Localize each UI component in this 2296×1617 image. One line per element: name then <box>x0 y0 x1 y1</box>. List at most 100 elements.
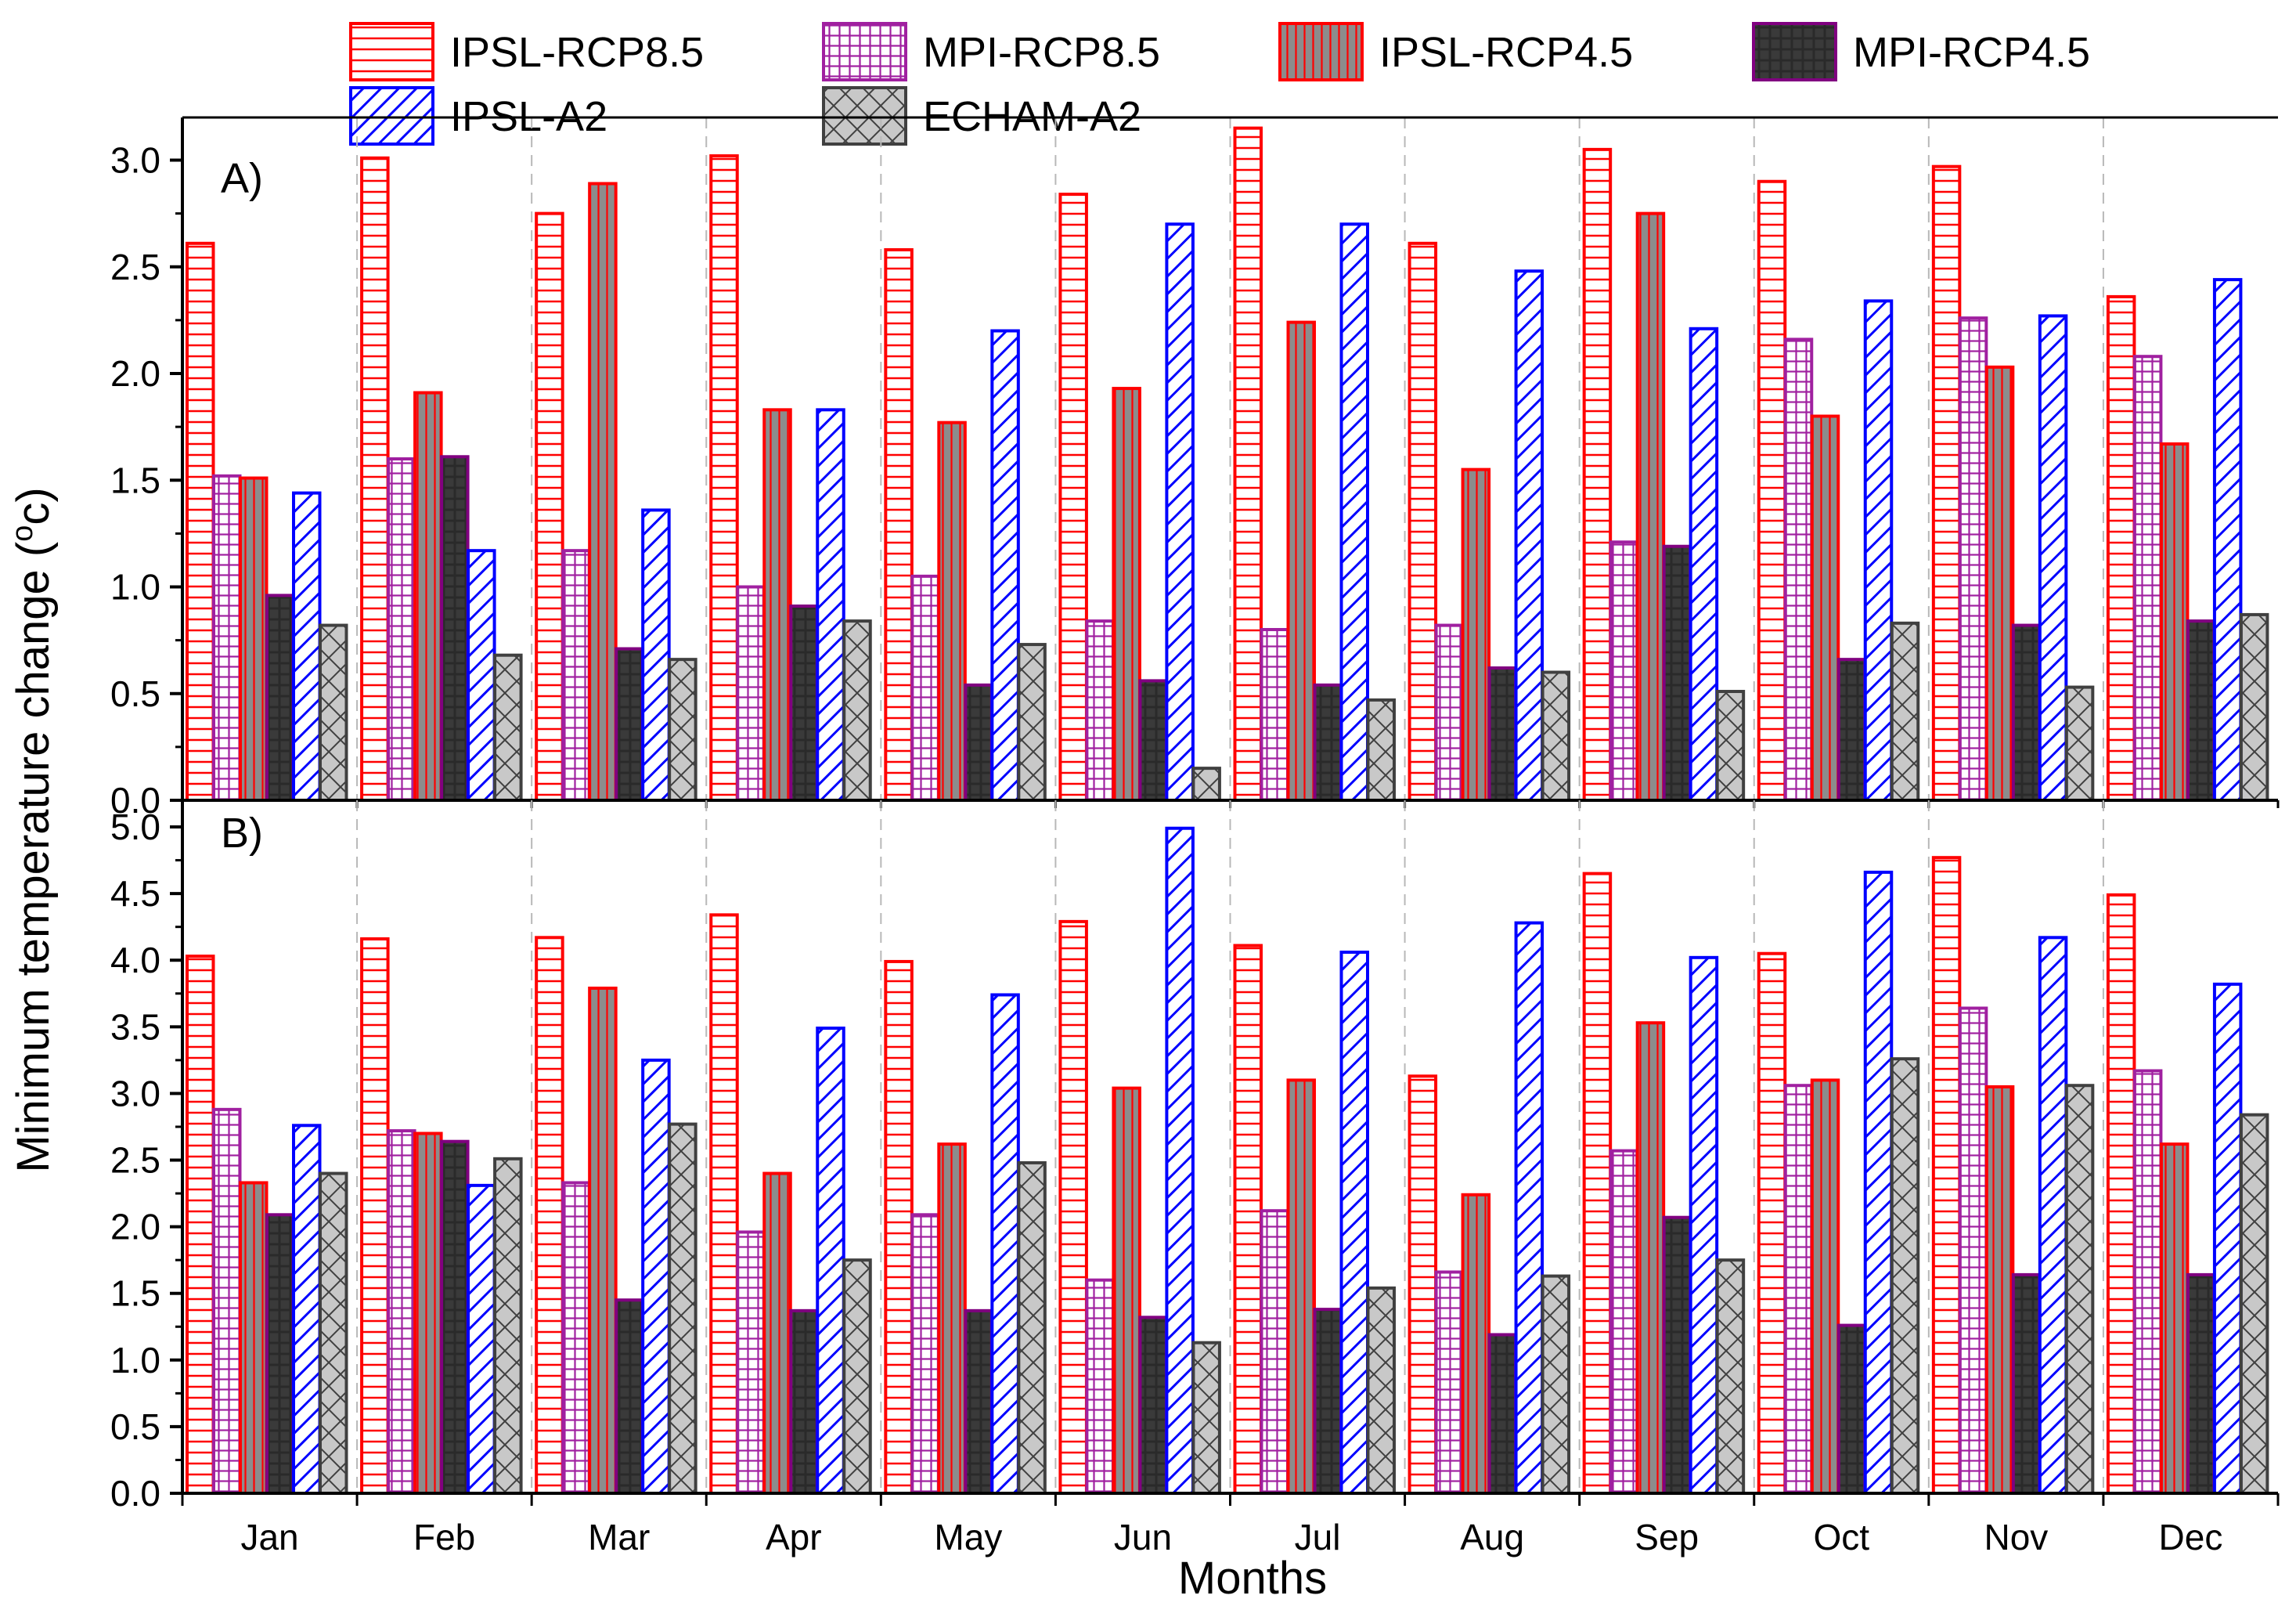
bar-echam-a2-may <box>1017 1160 1047 1496</box>
bar-ipsl-rcp4-5-sep <box>1635 1021 1666 1496</box>
bar-ipsl-rcp4-5-apr <box>762 1171 792 1495</box>
y-tick-label: 1.0 <box>110 1340 160 1381</box>
bar-echam-a2-dec <box>2239 612 2269 802</box>
legend-item-ipsl-rcp4-5: IPSL-RCP4.5 <box>1278 22 1633 81</box>
bar-echam-a2-sep <box>1715 690 1746 803</box>
bar-mpi-rcp4-5-mar <box>615 647 644 803</box>
y-tick-label: 3.5 <box>110 1006 160 1047</box>
y-tick-label: 0.5 <box>110 1406 160 1447</box>
y-axis-title-superscript: o <box>6 525 39 542</box>
bar-ipsl-a2-aug <box>1514 269 1544 802</box>
legend-swatch-mpi-rcp8-5 <box>822 22 907 81</box>
bar-mpi-rcp4-5-feb <box>440 455 470 803</box>
y-tick-label: 0.5 <box>110 673 160 714</box>
bar-mpi-rcp4-5-feb <box>440 1139 470 1495</box>
bar-ipsl-rcp8-5-jun <box>1058 919 1088 1495</box>
bar-mpi-rcp4-5-jun <box>1138 1316 1168 1496</box>
bar-ipsl-a2-dec <box>2212 982 2243 1495</box>
bar-ipsl-a2-jun <box>1165 222 1195 802</box>
bar-ipsl-rcp4-5-jun <box>1112 1086 1141 1495</box>
bar-ipsl-rcp4-5-dec <box>2159 1142 2190 1496</box>
bar-ipsl-rcp4-5-jan <box>239 1181 269 1495</box>
panel-label-a: A) <box>221 155 263 202</box>
bar-echam-a2-mar <box>668 1122 697 1495</box>
bar-ipsl-a2-mar <box>641 508 671 803</box>
bar-mpi-rcp8-5-mar <box>561 549 591 802</box>
panel-b: 0.0 0.5 1.0 1.5 2.0 2.5 3.0 3.5 4.0 4.5 5.0 B) <box>110 800 2280 1514</box>
bar-mpi-rcp4-5-apr <box>789 605 819 803</box>
bar-ipsl-rcp8-5-feb <box>360 156 390 802</box>
bar-mpi-rcp4-5-nov <box>2011 1272 2042 1496</box>
bar-ipsl-a2-oct <box>1863 299 1894 803</box>
bar-ipsl-a2-oct <box>1863 870 1894 1495</box>
bar-mpi-rcp4-5-may <box>964 1308 993 1496</box>
bar-mpi-rcp8-5-sep <box>1609 1149 1639 1495</box>
bar-ipsl-a2-nov <box>2038 936 2068 1495</box>
bar-ipsl-a2-may <box>990 329 1020 802</box>
bar-ipsl-rcp8-5-mar <box>535 211 564 802</box>
bar-ipsl-a2-jul <box>1339 222 1369 802</box>
bar-echam-a2-aug <box>1541 670 1571 802</box>
y-tick-label: 1.5 <box>110 1273 160 1314</box>
bar-ipsl-rcp8-5-oct <box>1757 951 1787 1496</box>
x-tick-label-aug: Aug <box>1460 1517 1524 1557</box>
bar-echam-a2-apr <box>842 1258 872 1495</box>
y-tick-label: 0.0 <box>110 780 160 821</box>
bar-ipsl-rcp4-5-may <box>937 420 967 802</box>
bar-mpi-rcp8-5-aug <box>1434 623 1465 802</box>
bar-mpi-rcp8-5-nov <box>1958 316 1988 802</box>
bar-mpi-rcp4-5-may <box>964 683 993 802</box>
y-axis-title: Minimum temperature change (oc) <box>6 487 59 1172</box>
bar-ipsl-rcp4-5-apr <box>762 408 792 802</box>
bar-echam-a2-oct <box>1890 1057 1920 1495</box>
bar-ipsl-rcp8-5-sep <box>1582 147 1613 802</box>
bar-ipsl-a2-feb <box>467 1183 496 1495</box>
bar-ipsl-rcp4-5-feb <box>413 1132 443 1495</box>
legend-item-echam-a2: ECHAM-A2 <box>822 86 1141 146</box>
legend-item-mpi-rcp8-5: MPI-RCP8.5 <box>822 22 1160 81</box>
y-tick-label: 4.5 <box>110 873 160 914</box>
bar-ipsl-rcp4-5-jul <box>1286 320 1316 803</box>
bar-mpi-rcp4-5-aug <box>1487 1333 1518 1496</box>
bar-ipsl-rcp8-5-dec <box>2106 294 2136 802</box>
legend-label-mpi-rcp4-5: MPI-RCP4.5 <box>1853 29 2090 76</box>
bar-mpi-rcp8-5-jun <box>1085 619 1115 802</box>
y-tick-label: 3.0 <box>110 140 160 181</box>
bar-echam-a2-dec <box>2239 1113 2269 1495</box>
bar-mpi-rcp8-5-oct <box>1783 337 1814 802</box>
y-tick-label: 1.0 <box>110 567 160 608</box>
bar-mpi-rcp4-5-oct <box>1836 1323 1867 1496</box>
y-tick-label: 2.5 <box>110 247 160 287</box>
bar-mpi-rcp8-5-apr <box>736 585 766 802</box>
legend-swatch-echam-a2 <box>822 86 907 146</box>
bar-ipsl-rcp8-5-nov <box>1931 164 1962 803</box>
bar-ipsl-rcp4-5-oct <box>1810 1078 1840 1495</box>
legend-item-ipsl-rcp8-5: IPSL-RCP8.5 <box>349 22 704 81</box>
bar-mpi-rcp8-5-jul <box>1260 628 1289 802</box>
bar-ipsl-rcp8-5-jul <box>1233 944 1263 1495</box>
legend-swatch-ipsl-rcp4-5 <box>1278 22 1364 81</box>
bar-echam-a2-feb <box>493 1157 523 1495</box>
bar-mpi-rcp4-5-nov <box>2011 623 2042 802</box>
bar-ipsl-a2-mar <box>641 1058 671 1495</box>
bar-ipsl-rcp4-5-sep <box>1635 211 1666 802</box>
bar-ipsl-a2-apr <box>816 1027 845 1495</box>
legend: IPSL-RCP8.5 MPI-RCP8.5 IPSL-RCP4.5 MPI-RCP4… <box>349 22 2090 146</box>
x-tick-label-jul: Jul <box>1295 1517 1341 1557</box>
bar-ipsl-rcp8-5-jan <box>186 955 215 1495</box>
bar-echam-a2-jun <box>1191 1341 1221 1496</box>
bar-echam-a2-oct <box>1890 621 1920 803</box>
bar-echam-a2-sep <box>1715 1258 1746 1495</box>
legend-swatch-ipsl-rcp8-5 <box>349 22 434 81</box>
bar-ipsl-rcp8-5-jun <box>1058 193 1088 803</box>
bar-mpi-rcp8-5-jun <box>1085 1278 1115 1495</box>
bar-mpi-rcp8-5-feb <box>387 457 416 802</box>
bar-ipsl-rcp4-5-aug <box>1461 467 1491 802</box>
bar-echam-a2-mar <box>668 658 697 803</box>
panel-label-b: B) <box>221 810 263 857</box>
x-tick-label-feb: Feb <box>413 1517 475 1557</box>
bar-ipsl-rcp8-5-jan <box>186 241 215 802</box>
bar-echam-a2-feb <box>493 653 523 803</box>
bar-ipsl-rcp4-5-nov <box>1984 365 2015 802</box>
bar-mpi-rcp8-5-nov <box>1958 1006 1988 1495</box>
